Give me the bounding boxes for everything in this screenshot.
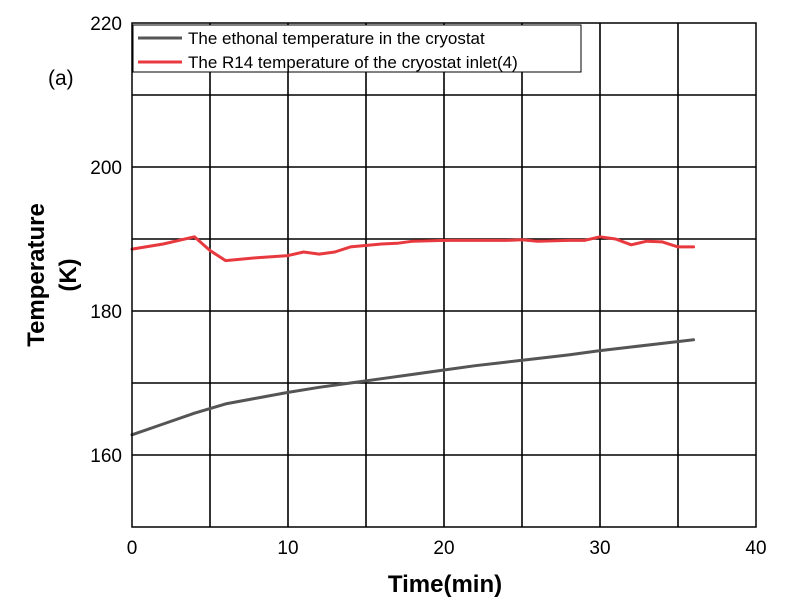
legend-label-r14: The R14 temperature of the cryostat inle… bbox=[188, 53, 518, 72]
x-axis-ticks: 0 10 20 30 40 bbox=[127, 538, 767, 559]
y-axis-title: Temperature (K) bbox=[23, 203, 82, 347]
y-tick-label: 160 bbox=[90, 446, 122, 467]
series-line-r14 bbox=[130, 235, 696, 263]
legend-box bbox=[132, 24, 582, 73]
legend: The ethonal temperature in the cryostat … bbox=[132, 24, 582, 73]
y-tick-label: 180 bbox=[90, 302, 122, 323]
series-line-ethanol bbox=[130, 338, 696, 437]
x-tick-label: 10 bbox=[277, 538, 298, 559]
series-layer bbox=[130, 235, 696, 437]
x-tick-label: 20 bbox=[433, 538, 454, 559]
y-axis-title-line1: Temperature bbox=[23, 203, 50, 347]
plot-area-frame bbox=[131, 22, 757, 528]
y-tick-label: 220 bbox=[90, 14, 122, 35]
legend-label-ethanol: The ethonal temperature in the cryostat bbox=[188, 29, 485, 48]
y-axis-title-line2: (K) bbox=[55, 258, 82, 291]
chart-grid bbox=[132, 23, 756, 527]
x-tick-label: 30 bbox=[589, 538, 610, 559]
y-axis-ticks: 160 180 200 220 bbox=[90, 14, 122, 467]
x-tick-label: 0 bbox=[127, 538, 138, 559]
y-tick-label: 200 bbox=[90, 158, 122, 179]
x-tick-label: 40 bbox=[745, 538, 766, 559]
panel-label: (a) bbox=[48, 67, 74, 90]
x-axis-title: Time(min) bbox=[388, 571, 502, 598]
